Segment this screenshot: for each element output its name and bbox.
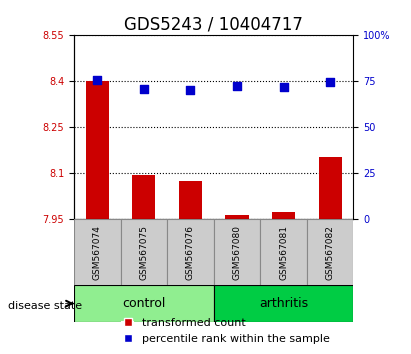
Text: GSM567074: GSM567074: [93, 225, 102, 280]
FancyBboxPatch shape: [74, 219, 120, 285]
Text: control: control: [122, 297, 166, 310]
Bar: [85, 81, 109, 219]
Point: [280, 84, 287, 90]
Text: GSM567076: GSM567076: [186, 225, 195, 280]
Point: [94, 78, 101, 83]
FancyBboxPatch shape: [214, 219, 260, 285]
Point: [187, 87, 194, 92]
Text: GSM567080: GSM567080: [233, 225, 242, 280]
FancyBboxPatch shape: [120, 219, 167, 285]
Point: [234, 83, 240, 89]
Bar: [132, 175, 155, 219]
FancyBboxPatch shape: [74, 285, 214, 322]
Bar: [272, 212, 295, 219]
Text: GSM567075: GSM567075: [139, 225, 148, 280]
FancyBboxPatch shape: [307, 219, 353, 285]
FancyBboxPatch shape: [167, 219, 214, 285]
Legend: transformed count, percentile rank within the sample: transformed count, percentile rank withi…: [118, 314, 335, 348]
FancyBboxPatch shape: [260, 219, 307, 285]
Text: GSM567081: GSM567081: [279, 225, 288, 280]
Bar: [225, 215, 249, 219]
Text: disease state: disease state: [8, 301, 82, 311]
Bar: [319, 156, 342, 219]
FancyBboxPatch shape: [214, 285, 353, 322]
Text: arthritis: arthritis: [259, 297, 308, 310]
Text: GSM567082: GSM567082: [326, 225, 335, 280]
Point: [141, 86, 147, 92]
Title: GDS5243 / 10404717: GDS5243 / 10404717: [124, 16, 303, 34]
Point: [327, 80, 333, 85]
Bar: [179, 181, 202, 219]
